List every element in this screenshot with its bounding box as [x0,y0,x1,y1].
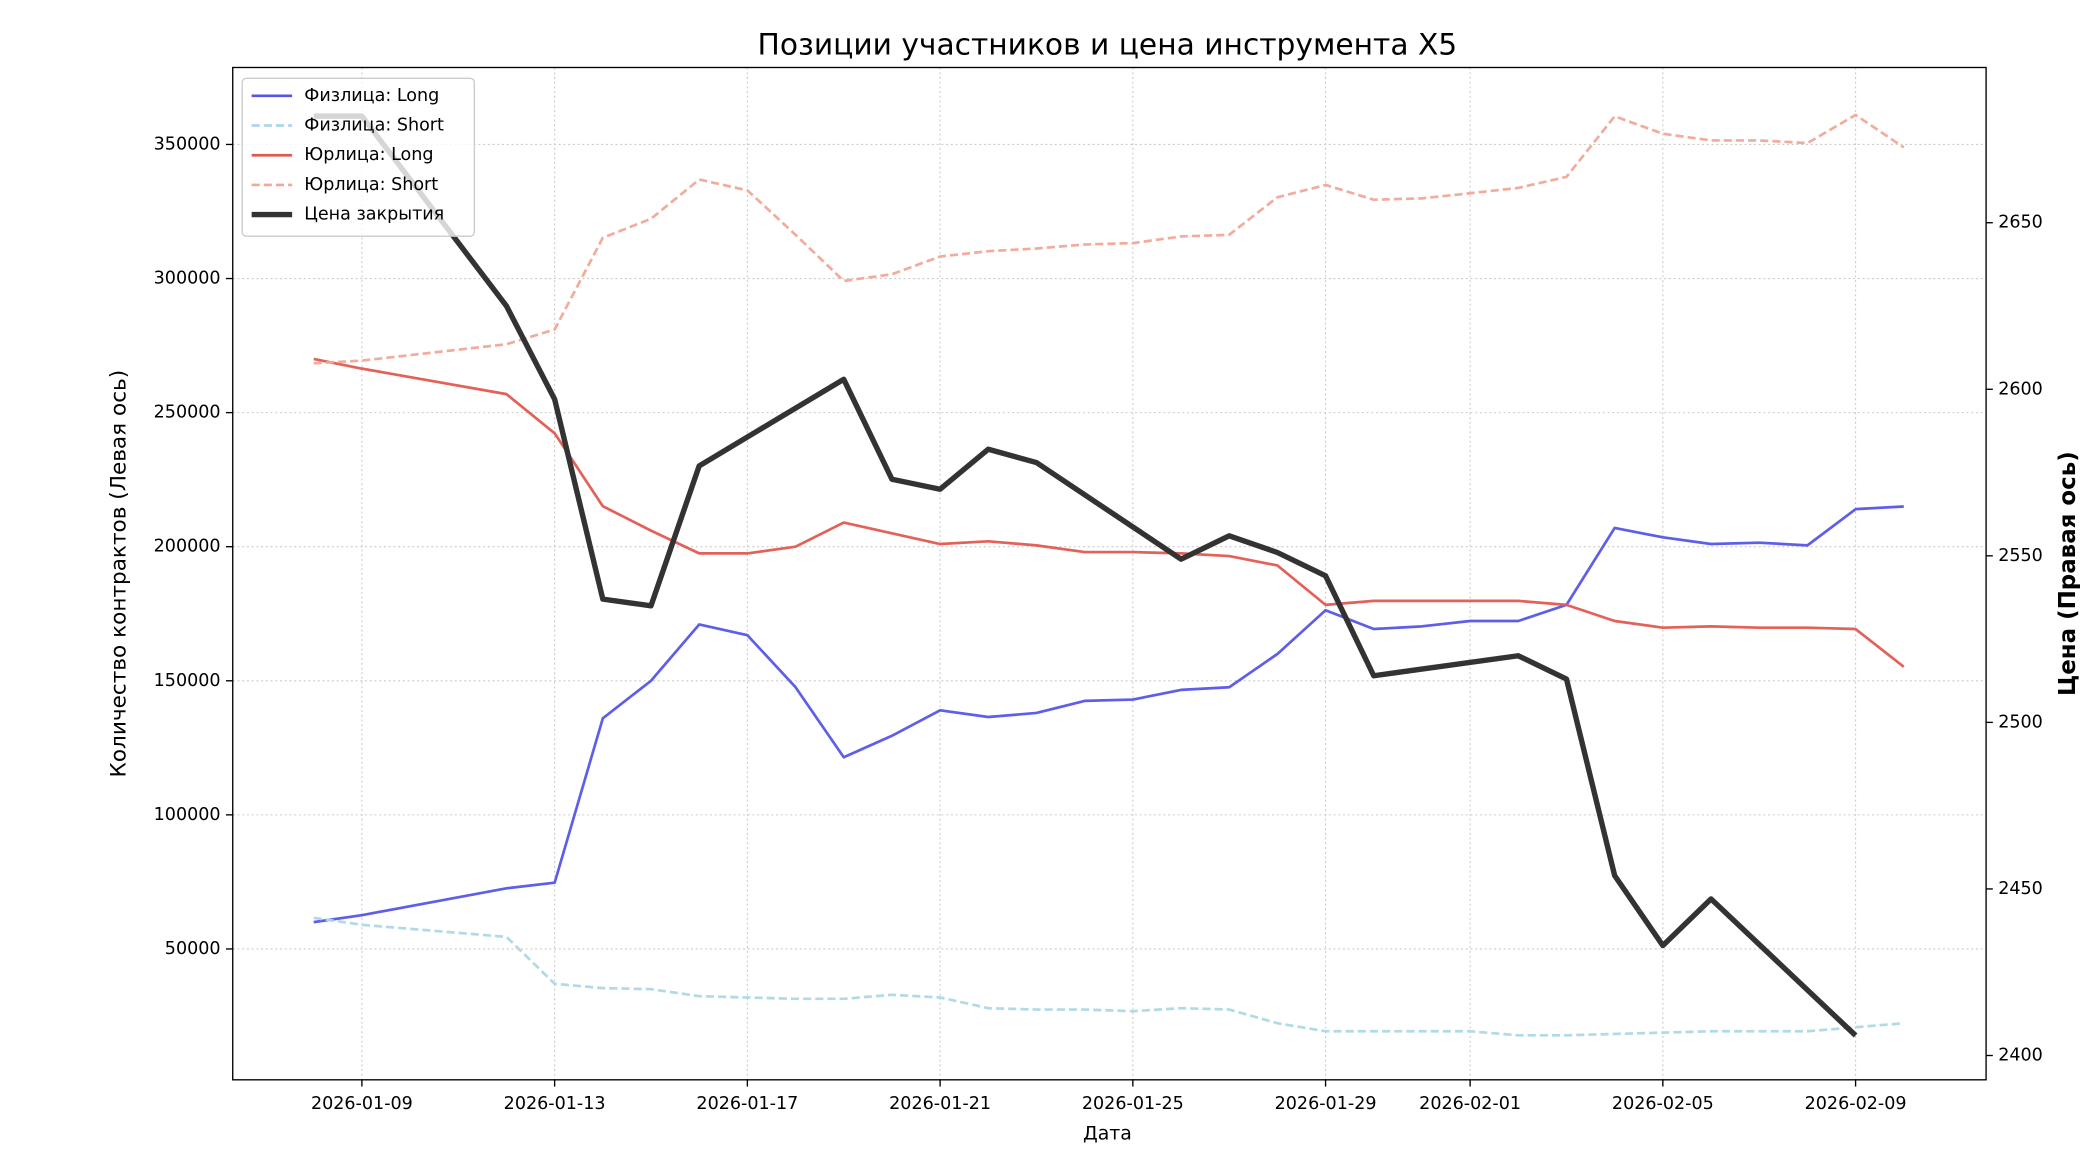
x-tick-label: 2026-01-21 [889,1094,991,1114]
series-line [313,357,1905,668]
series-line [313,113,1858,1038]
y-tick-label: 350000 [154,134,221,154]
plot-frame [232,66,1987,1081]
series-line [313,113,1905,365]
legend-label: Юрлица: Short [304,175,438,195]
legend: Физлица: Long Физлица: Short Юрлица: Long Ю… [241,77,476,237]
y-tick-label: 100000 [154,805,221,825]
y-axis-label: Количество контрактов (Левая ось) [106,370,131,778]
y-tick-label: 50000 [165,939,221,959]
y-tick-label: 200000 [154,537,221,557]
legend-box [241,77,476,237]
legend-label: Физлица: Long [304,86,439,106]
x-tick-label: 2026-01-17 [696,1094,798,1114]
x-tick-label: 2026-01-25 [1082,1094,1184,1114]
legend-label: Физлица: Short [304,116,444,136]
y2-tick-label: 2650 [1998,213,2043,233]
series-line [313,916,1904,1037]
x-tick-label: 2026-01-29 [1275,1094,1377,1114]
legend-label: Цена закрытия [304,205,444,225]
y2-tick-label: 2400 [1998,1045,2043,1065]
x-tick-label: 2026-02-05 [1612,1094,1714,1114]
y2-tick-label: 2550 [1998,546,2043,566]
y-tick-label: 300000 [154,269,221,289]
x-tick-label: 2026-02-09 [1805,1094,1907,1114]
x-tick-label: 2026-01-13 [504,1094,606,1114]
x-tick-label: 2026-01-09 [311,1094,413,1114]
y2-tick-label: 2600 [1998,379,2043,399]
x-tick-label: 2026-02-01 [1419,1094,1521,1114]
legend-label: Юрлица: Long [304,145,433,165]
y2-tick-label: 2500 [1998,712,2043,732]
series-line [313,505,1904,924]
y-tick-label: 150000 [154,671,221,691]
y-tick-label: 250000 [154,403,221,423]
y2-axis-label: Цена (Правая ось) [2055,451,2081,696]
x-axis-label: Дата [1083,1122,1132,1144]
y2-tick-label: 2450 [1998,879,2043,899]
chart-title: Позиции участников и цена инструмента X5 [758,27,1458,62]
